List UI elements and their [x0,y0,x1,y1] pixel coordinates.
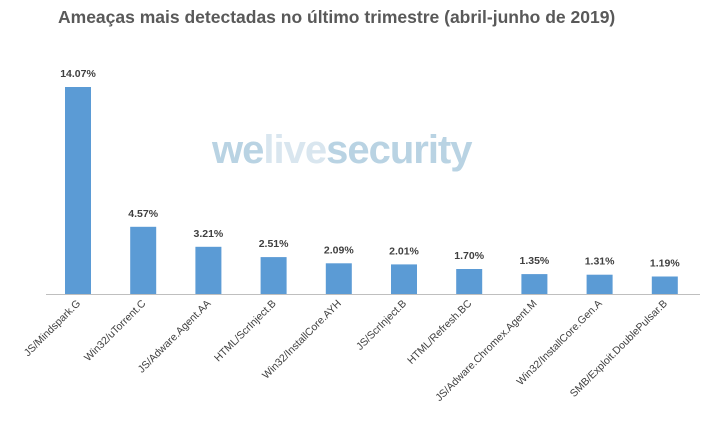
watermark-part-security: security [326,128,472,172]
bar-3 [195,246,222,294]
value-label-3: 3.21% [194,228,224,240]
value-label-9: 1.31% [585,256,615,268]
watermark-part-live: live [263,128,327,172]
category-label-7: HTML/Refresh.BC [405,297,474,366]
category-label-2: Win32/uTorrent.C [82,297,149,364]
bar-5 [325,263,352,294]
value-label-4: 2.51% [259,238,289,250]
category-label-6: JS/ScrInject.B [354,298,409,353]
value-label-5: 2.09% [324,244,354,256]
value-label-7: 1.70% [454,250,484,262]
bar-2 [130,226,157,294]
value-label-8: 1.35% [520,255,550,267]
bar-10 [651,276,678,294]
bar-4 [260,257,287,294]
value-label-6: 2.01% [389,245,419,257]
category-label-1: JS/Mindspark.G [22,298,83,359]
bar-9 [586,274,613,294]
bar-8 [521,274,548,294]
category-labels-layer: JS/Mindspark.GWin32/uTorrent.CJS/Adware.… [22,297,670,404]
chart-title: Ameaças mais detectadas no último trimes… [58,7,616,27]
welivesecurity-watermark: welivesecurity [212,128,473,173]
value-label-10: 1.19% [650,258,680,270]
bar-1 [65,87,91,294]
category-label-4: HTML/ScrInject.B [212,298,279,365]
value-label-1: 14.07% [60,68,96,80]
bar-6 [391,264,417,294]
bars-layer [65,87,678,294]
category-label-3: JS/Adware.Agent.AA [136,298,214,376]
value-labels-layer: 14.07% 4.57% 3.21% 2.51% 2.09% 2.01% 1.70% 1.35… [60,68,680,270]
value-label-2: 4.57% [128,208,158,220]
watermark-part-we: we [212,128,264,172]
bar-7 [456,269,483,294]
